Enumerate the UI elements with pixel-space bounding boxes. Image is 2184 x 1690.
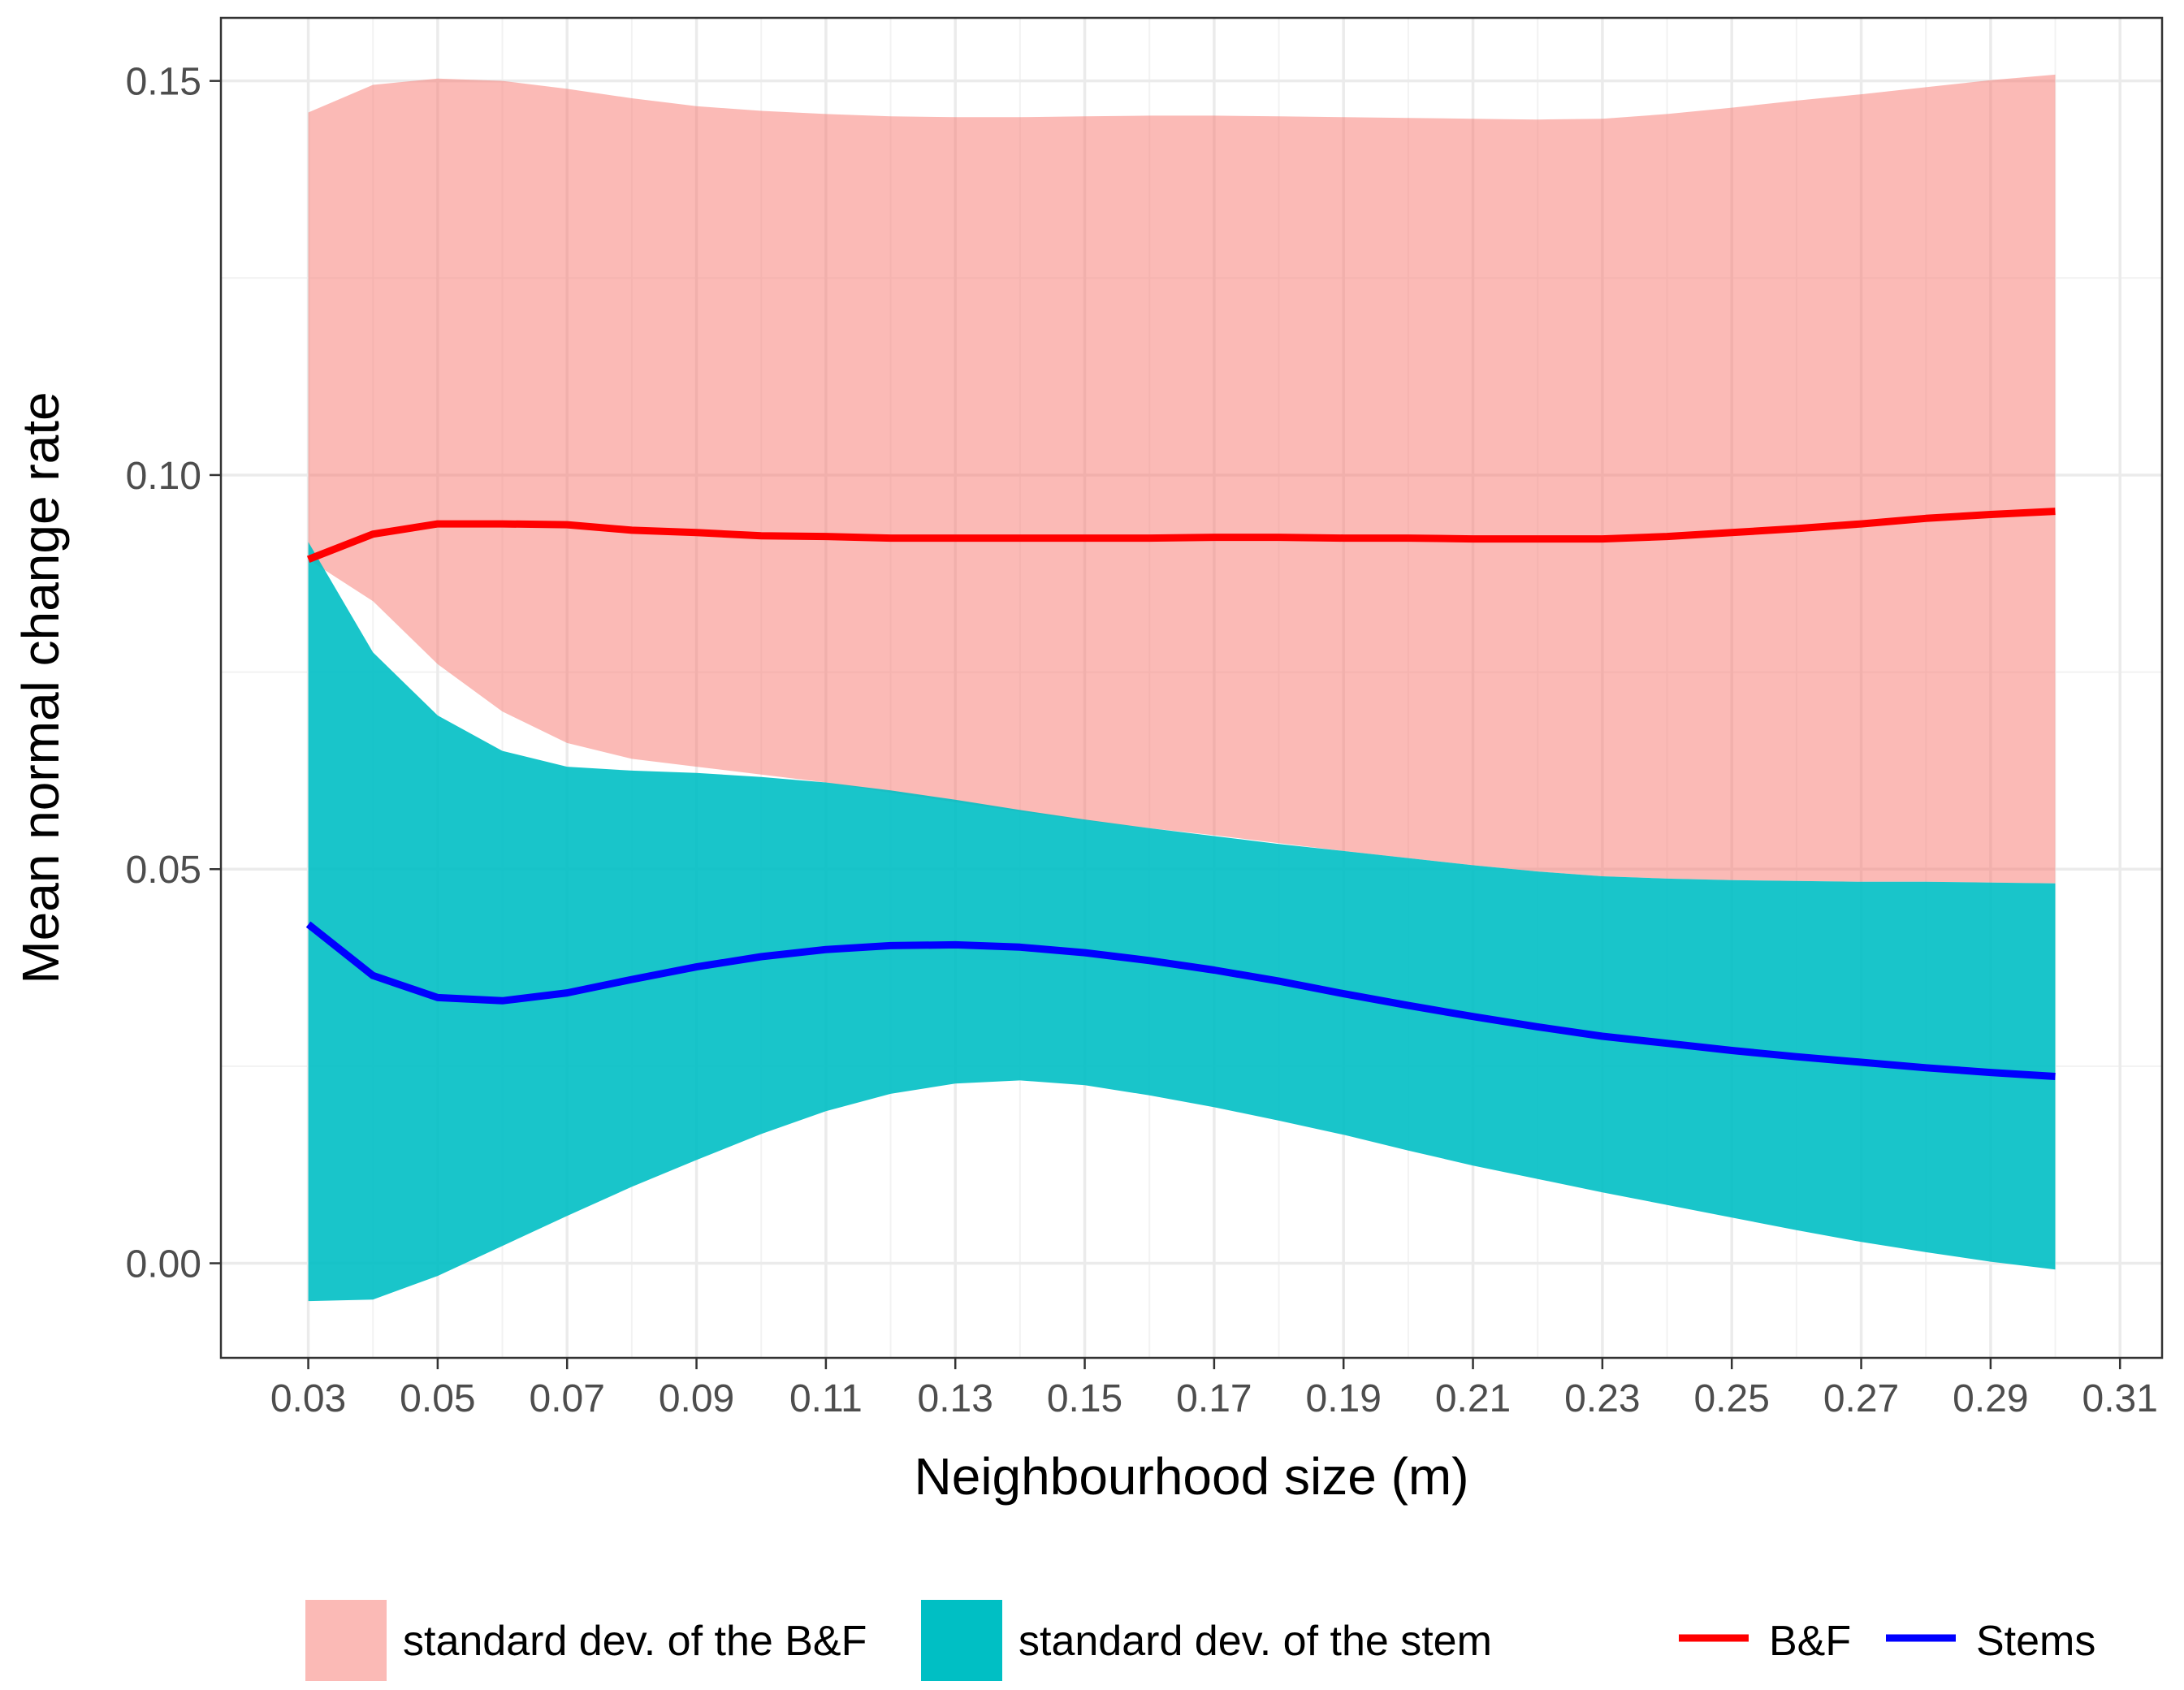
x-tick-label: 0.19 — [1306, 1377, 1382, 1420]
ribbon-stem-sd — [308, 542, 2056, 1302]
legend: standard dev. of the B&F standard dev. o… — [305, 1600, 2095, 1681]
y-tick-label: 0.15 — [126, 61, 201, 104]
x-tick-label: 0.15 — [1047, 1377, 1122, 1420]
line-stems — [305, 921, 2056, 1080]
series-lines — [305, 508, 2056, 1080]
x-tick-label: 0.11 — [789, 1377, 863, 1420]
x-tick-label: 0.13 — [918, 1377, 993, 1420]
legend-label-bf-line: B&F — [1769, 1618, 1851, 1665]
x-tick-label: 0.03 — [270, 1377, 346, 1420]
ribbon-bf-sd — [308, 74, 2056, 884]
x-tick-label: 0.23 — [1564, 1377, 1640, 1420]
x-tick-label: 0.05 — [400, 1377, 475, 1420]
x-tick-label: 0.09 — [659, 1377, 734, 1420]
y-axis-title: Mean normal change rate — [11, 391, 70, 983]
axis-ticks: 0.03 0.05 0.07 0.09 0.11 0.13 0.15 0.17 0.19 0.21… — [126, 61, 2158, 1420]
legend-label-stem-sd: standard dev. of the stem — [1018, 1618, 1492, 1665]
x-tick-label: 0.27 — [1823, 1377, 1899, 1420]
legend-label-stems-line: Stems — [1976, 1618, 2095, 1665]
x-tick-label: 0.07 — [530, 1377, 605, 1420]
x-tick-label: 0.17 — [1176, 1377, 1252, 1420]
x-tick-label: 0.25 — [1694, 1377, 1770, 1420]
x-tick-label: 0.29 — [1953, 1377, 2028, 1420]
legend-key-bf-sd — [305, 1600, 387, 1681]
plot-panel-border — [219, 16, 2164, 1359]
y-tick-label: 0.10 — [126, 455, 201, 498]
y-tick-label: 0.05 — [126, 849, 201, 892]
y-tick-label: 0.00 — [126, 1243, 201, 1286]
line-bf — [306, 508, 2056, 563]
x-tick-label: 0.31 — [2082, 1377, 2158, 1420]
legend-key-stem-sd — [921, 1600, 1002, 1681]
legend-label-bf-sd: standard dev. of the B&F — [403, 1618, 867, 1665]
x-axis-title: Neighbourhood size (m) — [915, 1447, 1469, 1506]
ribbons — [308, 74, 2056, 1302]
x-tick-label: 0.21 — [1435, 1377, 1511, 1420]
